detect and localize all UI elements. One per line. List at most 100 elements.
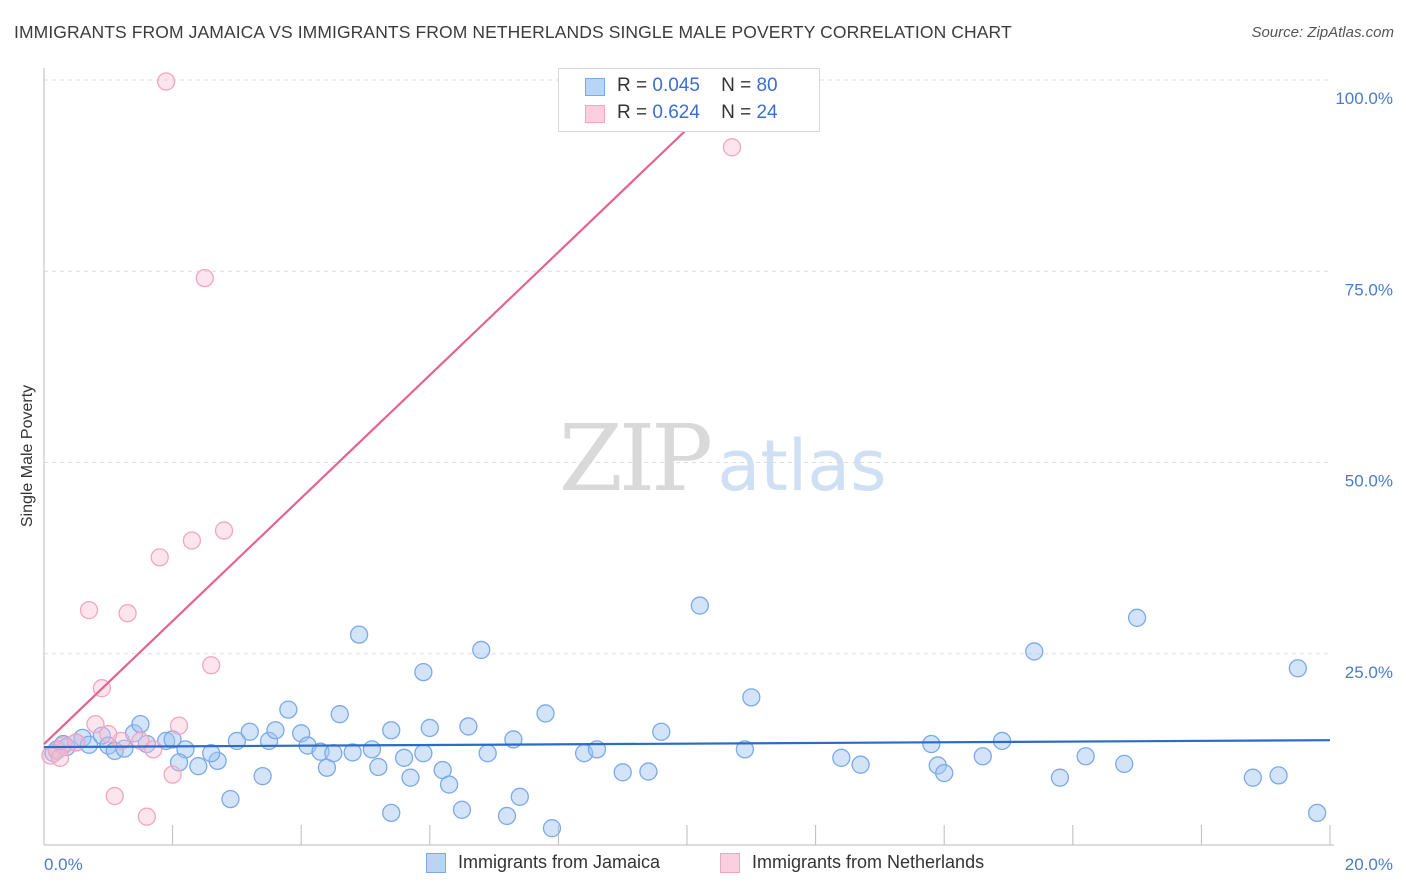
jamaica-point [690,596,710,615]
jamaica-point [240,722,259,741]
source-label: Source: ZipAtlas.com [1251,24,1394,41]
netherlands-point [137,807,157,826]
netherlands-point [182,531,202,550]
jamaica-point [369,757,388,777]
chart-title: IMMIGRANTS FROM JAMAICA VS IMMIGRANTS FR… [14,22,1012,42]
netherlands-point [105,786,124,806]
jamaica-point [851,755,870,774]
jamaica-point [459,717,478,736]
netherlands-point [131,731,150,751]
jamaica-point [343,743,362,762]
jamaica-point [253,767,272,786]
jamaica-point [1050,768,1070,787]
netherlands-point [169,716,189,735]
jamaica-point [1076,747,1095,766]
x-tick-label: 0.0% [44,855,83,874]
netherlands-point [50,748,70,767]
jamaica-point [922,734,941,754]
jamaica-point [832,748,851,767]
netherlands-point [86,714,105,734]
jamaica-point [613,763,632,782]
jamaica-point [382,721,401,740]
jamaica-point [652,722,671,741]
jamaica-points [44,596,1327,838]
jamaica-point [439,775,459,794]
bottom-legend-swatch-jamaica [426,853,446,873]
jamaica-point [401,768,420,787]
netherlands-point [67,733,86,752]
watermark-atlas: atlas [717,425,886,507]
netherlands-trend-line [43,79,740,745]
trend-lines [43,79,1331,749]
jamaica-point [472,640,491,660]
jamaica-point [1243,768,1262,787]
legend-swatch-jamaica [585,78,605,96]
netherlands-point [722,138,742,157]
jamaica-point [394,748,414,767]
y-tick-label: 50.0% [1345,472,1393,491]
jamaica-point [324,744,343,763]
jamaica-point [266,721,285,740]
jamaica-point [935,763,954,783]
jamaica-point [742,688,761,707]
watermark: ZIP atlas [559,405,887,512]
netherlands-point [99,724,118,744]
jamaica-point [1127,608,1147,627]
jamaica-point [157,731,176,751]
netherlands-point [118,604,137,623]
jamaica-point [1269,766,1288,785]
jamaica-point [382,803,401,823]
axes [43,68,1334,846]
jamaica-point [189,757,208,776]
jamaica-point [452,800,472,819]
tick-labels: 25.0% 50.0% 75.0% 100.0% 0.0% 20.0% [44,89,1393,874]
jamaica-point [414,662,433,682]
y-tick-label: 75.0% [1345,280,1393,299]
netherlands-point [79,600,99,620]
jamaica-point [330,705,349,724]
legend-n-label: N = [721,75,752,96]
netherlands-point [144,740,163,759]
legend-r-value-jamaica: 0.045 [652,75,700,96]
grid-lines [44,79,1330,655]
legend-swatch-netherlands [585,105,605,123]
jamaica-point [414,744,433,763]
jamaica-point [639,762,658,781]
correlation-legend: R = 0.045 N = 80 R = 0.624 N = 24 [558,68,820,132]
jamaica-point [92,726,112,745]
jamaica-point [1288,659,1307,678]
bottom-legend-label-jamaica: Immigrants from Jamaica [458,852,661,872]
netherlands-point [157,72,176,91]
y-tick-label: 100.0% [1335,89,1393,108]
jamaica-point [1307,803,1327,823]
bottom-legend-label-netherlands: Immigrants from Netherlands [752,852,985,872]
jamaica-point [510,787,529,806]
netherlands-point [202,656,221,675]
legend-r-label: R = [617,102,648,123]
y-tick-label: 25.0% [1345,663,1393,682]
netherlands-point [214,521,234,540]
jamaica-point [478,744,497,763]
jamaica-point [1115,754,1134,774]
jamaica-point [735,740,755,759]
legend-n-value-jamaica: 80 [756,75,778,96]
jamaica-point [349,625,369,644]
jamaica-point [221,789,240,809]
legend-n-label: N = [721,102,752,123]
legend-r-value-netherlands: 0.624 [652,102,700,123]
jamaica-point [202,744,221,763]
jamaica-point [362,740,382,759]
jamaica-point [497,806,517,826]
jamaica-trend-line [43,739,1331,749]
bottom-legend-swatch-netherlands [720,853,740,873]
jamaica-point [420,718,439,738]
netherlands-point [163,765,182,784]
jamaica-point [279,700,298,719]
legend-r-label: R = [617,75,648,96]
legend-n-value-netherlands: 24 [756,102,778,123]
netherlands-point [195,268,214,288]
jamaica-point [1025,642,1044,661]
netherlands-point [150,548,169,567]
jamaica-point [973,747,992,766]
